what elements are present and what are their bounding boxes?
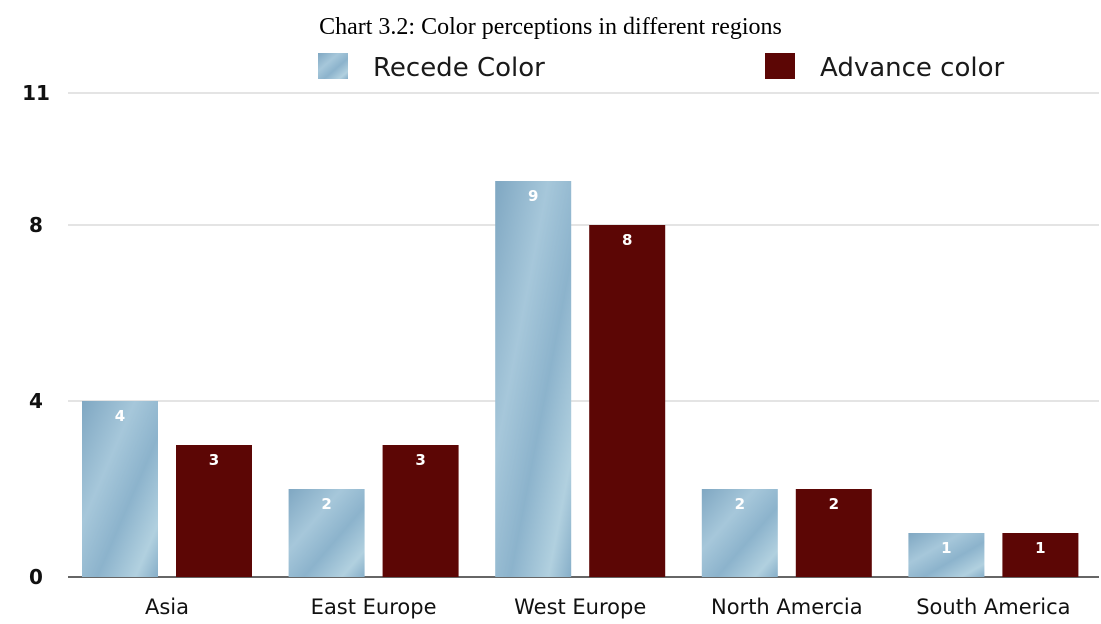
bar-recede: [82, 401, 158, 577]
x-category-label: East Europe: [311, 595, 437, 619]
bars: 4 3 2 3 9 8 2 2 1 1: [82, 181, 1079, 577]
y-tick-label: 11: [22, 81, 50, 105]
y-tick-label: 4: [29, 389, 43, 413]
legend: Recede Color Advance color: [318, 53, 1005, 83]
legend-label-advance: Advance color: [820, 53, 1005, 83]
bar-recede: [288, 489, 365, 577]
chart-title: Chart 3.2: Color perceptions in differen…: [319, 14, 782, 40]
bar-value-label: 3: [415, 451, 425, 469]
x-category-label: West Europe: [514, 595, 646, 619]
bar-value-label: 2: [735, 495, 745, 513]
bar-value-label: 3: [209, 451, 219, 469]
y-tick-label: 0: [29, 565, 43, 589]
bar-advance: [589, 225, 666, 577]
gridlines: [68, 92, 1099, 402]
bar-advance: [176, 445, 252, 577]
legend-swatch-recede: [318, 53, 348, 79]
bar-value-label: 4: [115, 407, 125, 425]
bar-advance: [795, 489, 872, 577]
x-category-label: North Amercia: [711, 595, 863, 619]
bar-recede: [701, 489, 778, 577]
x-category-label: Asia: [145, 595, 189, 619]
bar-recede: [495, 181, 572, 577]
bar-value-label: 2: [829, 495, 839, 513]
y-tick-label: 8: [29, 213, 43, 237]
bar-value-label: 2: [321, 495, 331, 513]
legend-swatch-advance: [765, 53, 795, 79]
bar-advance: [1002, 533, 1079, 577]
bar-value-label: 1: [941, 539, 951, 557]
bar-value-label: 8: [622, 231, 632, 249]
x-category-label: South America: [916, 595, 1070, 619]
bar-value-label: 9: [528, 187, 538, 205]
bar-value-label: 1: [1035, 539, 1045, 557]
bar-advance: [382, 445, 459, 577]
bar-recede: [908, 533, 985, 577]
legend-label-recede: Recede Color: [373, 53, 545, 83]
